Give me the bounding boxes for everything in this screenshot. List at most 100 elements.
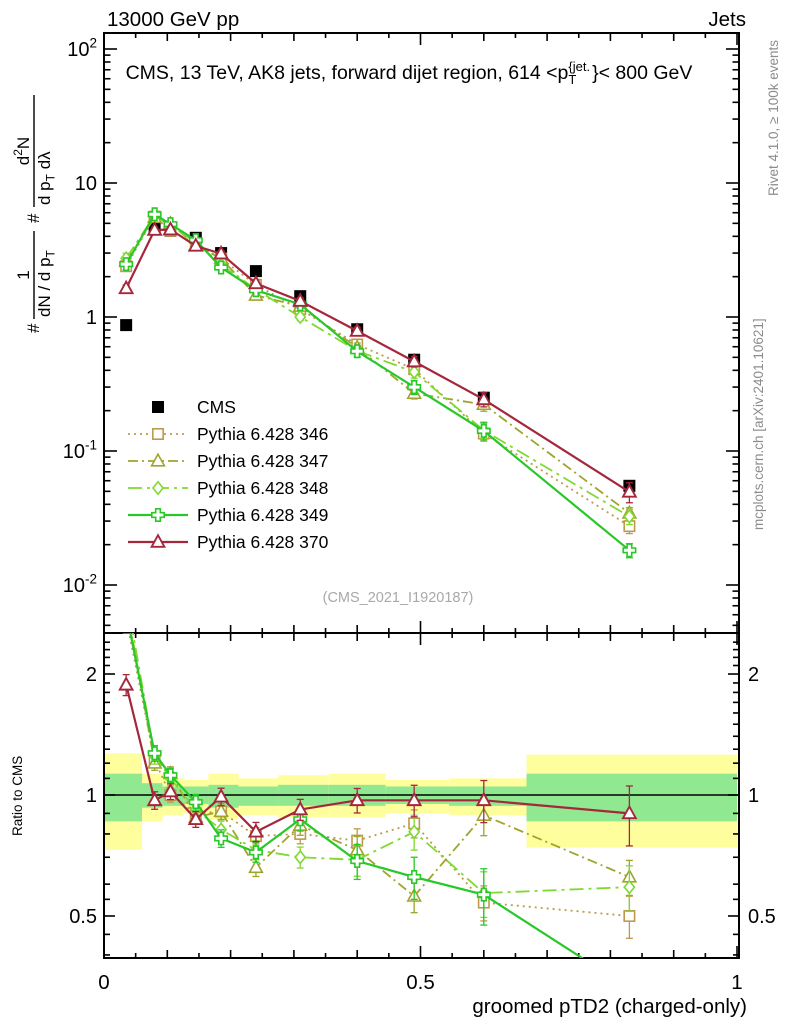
marker-triangle xyxy=(247,823,264,838)
marker-square xyxy=(120,319,133,332)
marker-plus xyxy=(163,768,178,783)
marker-triangle xyxy=(150,452,166,467)
ratio-y-tick-label-right: 2 xyxy=(748,664,759,686)
rivet-version-label: Rivet 4.1.0, ≥ 100k events xyxy=(766,40,781,196)
label: mcplots.cern.ch [arXiv:2401.10621] xyxy=(751,318,766,530)
marker-triangle xyxy=(213,244,230,260)
beam-energy-label: 13000 GeV pp xyxy=(107,8,239,31)
hash-symbol: # xyxy=(24,213,43,223)
marker-plus xyxy=(407,870,422,885)
series-main-pythia-6.428-370 xyxy=(118,220,638,504)
marker-plus xyxy=(147,746,162,761)
fraction-numerator: 1 xyxy=(14,270,33,279)
legend-item: Pythia 6.428 346 xyxy=(128,424,328,444)
green-band xyxy=(104,773,142,822)
marker-diamond xyxy=(623,509,636,524)
legend-label: Pythia 6.428 349 xyxy=(197,505,328,525)
axis-tick-labels: 102 10 1 10-1 10-2 2 2 1 1 0.5 0.5 0 0.5 1 xyxy=(63,36,776,994)
ratio-axis-title: Ratio to CMS xyxy=(10,756,25,836)
marker-plus xyxy=(350,344,365,359)
ratio-panel-data xyxy=(104,633,739,958)
legend-label: Pythia 6.428 370 xyxy=(197,532,329,552)
marker-triangle xyxy=(292,292,309,307)
marker-triangle xyxy=(187,810,204,826)
marker-diamond xyxy=(623,879,636,895)
legend-item: CMS xyxy=(152,397,236,417)
main-y-tick-label: 10 xyxy=(75,173,97,195)
marker-triangle xyxy=(248,859,264,874)
series-ratio-pythia-6.428-370 xyxy=(118,673,638,847)
legend-label: Pythia 6.428 346 xyxy=(197,424,328,444)
legend-item: Pythia 6.428 347 xyxy=(128,451,328,471)
marker-triangle xyxy=(247,274,264,290)
main-panel-data xyxy=(118,207,638,559)
marker-plus xyxy=(476,423,491,438)
marker-triangle xyxy=(118,676,135,691)
legend-item: Pythia 6.428 349 xyxy=(128,505,328,525)
marker-square xyxy=(152,427,165,440)
hash-symbol: # xyxy=(24,323,43,333)
marker-plus xyxy=(188,795,203,810)
marker-triangle xyxy=(149,533,167,548)
marker-triangle xyxy=(349,791,366,807)
marker-triangle xyxy=(349,322,366,337)
marker-plus xyxy=(147,207,162,222)
ratio-y-tick-label-left: 1 xyxy=(86,785,97,807)
marker-diamond xyxy=(408,824,421,840)
main-y-tick-label: 10-1 xyxy=(63,438,97,463)
marker-plus xyxy=(248,845,263,860)
marker-plus xyxy=(151,508,165,522)
marker-triangle xyxy=(162,220,179,236)
x-tick-label: 0 xyxy=(98,971,109,994)
legend-label: Pythia 6.428 348 xyxy=(197,478,328,498)
marker-plus xyxy=(214,831,229,846)
ratio-y-tick-label-left: 0.5 xyxy=(69,906,97,928)
x-tick-label: 0.5 xyxy=(406,971,435,994)
marker-plus xyxy=(622,543,637,558)
ratio-y-tick-label-left: 2 xyxy=(86,664,97,686)
series-line xyxy=(125,212,631,552)
marker-triangle xyxy=(406,352,423,368)
marker-triangle xyxy=(213,803,229,818)
ratio-y-tick-label-right: 1 xyxy=(748,785,759,807)
marker-plus xyxy=(350,854,365,869)
label: Rivet 4.1.0, ≥ 100k events xyxy=(766,40,781,196)
legend-item: Pythia 6.428 370 xyxy=(128,532,329,552)
legend-label: CMS xyxy=(197,397,236,417)
analysis-group-label: Jets xyxy=(708,8,746,31)
marker-diamond xyxy=(294,309,307,325)
marker-triangle xyxy=(621,804,638,820)
marker-plus xyxy=(214,260,229,275)
ratio-y-tick-label-right: 0.5 xyxy=(748,906,776,928)
marker-plus xyxy=(476,887,491,902)
analysis-id-watermark: (CMS_2021_I1920187) xyxy=(323,590,474,606)
x-tick-label: 1 xyxy=(731,971,742,994)
legend-label: Pythia 6.428 347 xyxy=(197,451,328,471)
marker-triangle xyxy=(621,483,638,498)
main-y-tick-label: 1 xyxy=(86,307,97,329)
marker-square xyxy=(152,400,165,413)
legend: CMS Pythia 6.428 346 Pythia 6.428 347 Pythi… xyxy=(128,397,329,552)
marker-diamond xyxy=(294,849,307,865)
marker-triangle xyxy=(118,279,135,295)
marker-triangle xyxy=(406,791,423,807)
marker-triangle xyxy=(187,237,204,252)
legend-item: Pythia 6.428 348 xyxy=(128,478,328,498)
marker-triangle xyxy=(146,221,163,236)
marker-triangle xyxy=(146,791,163,807)
label: Ratio to CMS xyxy=(10,756,25,836)
green-band xyxy=(238,786,279,806)
main-y-tick-label: 10-2 xyxy=(63,572,97,597)
series-line xyxy=(132,633,630,895)
fraction-numerator: d2N xyxy=(11,137,33,165)
marker-plus xyxy=(407,380,422,395)
series-main-pythia-6.428-349 xyxy=(119,207,637,559)
marker-square xyxy=(623,909,636,922)
marker-triangle xyxy=(292,800,309,816)
x-axis-title: groomed pTD2 (charged-only) xyxy=(472,995,747,1018)
fraction-denominator: dN / d pT xyxy=(35,249,57,317)
marker-triangle xyxy=(475,791,492,807)
marker-triangle xyxy=(162,782,179,798)
